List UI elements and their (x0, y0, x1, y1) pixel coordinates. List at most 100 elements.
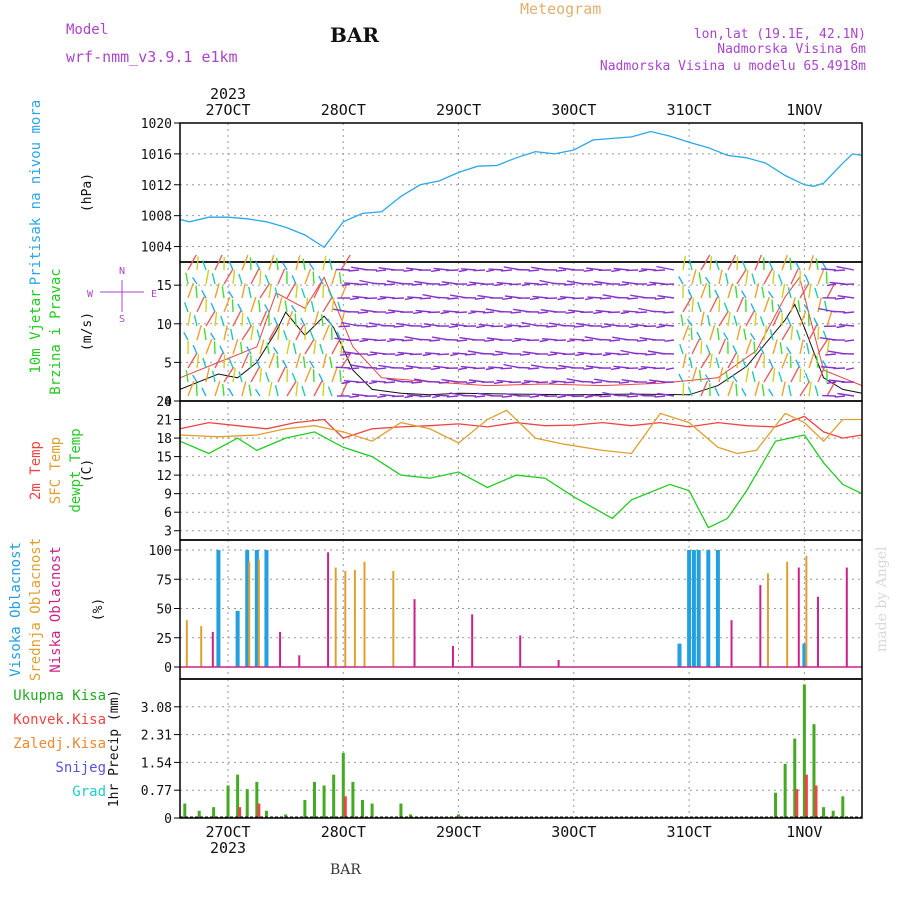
wind-arrow (629, 326, 638, 327)
wind-arrow (791, 269, 798, 284)
bar-precip-total (246, 789, 249, 818)
bottom-date-label: 29OCT (436, 823, 481, 841)
wind-arrow (764, 297, 769, 312)
bar-precip-total (361, 800, 364, 818)
bar-cloud-high (716, 550, 720, 667)
y-tick-label: 10 (156, 318, 172, 333)
wind-arrow (269, 284, 271, 298)
wind-arrow (564, 284, 575, 285)
wind-arrow (185, 302, 188, 312)
wind-arrow (196, 286, 197, 298)
wind-arrow (435, 297, 449, 298)
wind-arrow (405, 396, 413, 398)
meteogram-title: Meteogram (520, 0, 601, 18)
model-elevation-label: Nadmorska Visina u modelu 65.4918m (600, 59, 866, 74)
wind-arrow (773, 339, 777, 354)
wind-arrow (329, 387, 333, 396)
wind-arrow (683, 256, 685, 270)
wind-arrow (719, 339, 725, 354)
wind-arrow (257, 330, 260, 340)
series-side-label: Visoka Oblacnost (8, 542, 24, 677)
bar-cloud-mid (364, 562, 366, 667)
bar-precip-convective (805, 775, 808, 818)
bar-precip-total (784, 764, 787, 818)
bar-cloud-low (414, 599, 416, 667)
bar-cloud-high (706, 550, 710, 667)
wind-arrow (837, 326, 846, 328)
wind-arrow (608, 312, 620, 313)
series-side-label: Srednja Oblacnost (28, 538, 44, 681)
wind-arrow (494, 382, 503, 383)
wind-arrow (256, 389, 261, 396)
wind-arrow (827, 271, 828, 284)
wind-arrow (323, 354, 326, 369)
wind-arrow (737, 297, 743, 312)
wind-arrow (816, 258, 818, 270)
wind-arrow (796, 360, 800, 368)
wind-arrow (843, 312, 854, 313)
wind-arrow (407, 297, 422, 298)
wind-arrow (710, 256, 712, 270)
station-title: BAR (330, 23, 379, 47)
wind-arrow (340, 370, 341, 382)
precip-legend-entry: Ukupna Kisa (13, 688, 106, 704)
wind-arrow (772, 300, 773, 312)
bottom-date-label: 1NOV (786, 823, 822, 841)
bar-cloud-low (519, 635, 521, 667)
panel-frame-temperature (180, 401, 862, 540)
wind-arrow (435, 395, 450, 396)
wind-arrow (305, 269, 311, 284)
wind-arrow (439, 284, 449, 285)
wind-arrow (384, 382, 395, 383)
wind-arrow (233, 368, 235, 382)
y-tick-label: 24 (156, 395, 172, 410)
wind-arrow (809, 284, 811, 298)
y-tick-label: 3 (164, 525, 172, 540)
wind-arrow (392, 298, 404, 299)
wind-arrow (583, 368, 593, 369)
wind-arrow (340, 354, 350, 355)
wind-arrow (540, 340, 549, 342)
wind-arrow (277, 356, 278, 368)
wind-arrow (295, 314, 296, 326)
wind-arrow (762, 287, 764, 298)
wind-arrow (798, 300, 800, 312)
wind-arrow (330, 259, 333, 270)
wind-arrow (475, 298, 485, 299)
wind-arrow (689, 260, 692, 271)
wind-arrow (512, 340, 521, 341)
wind-arrow (654, 270, 665, 271)
bar-cloud-high (677, 644, 681, 667)
wind-arrow (773, 270, 774, 284)
wind-arrow (423, 354, 431, 356)
wind-arrow (296, 284, 297, 298)
compass-west: W (87, 289, 94, 300)
wind-arrow (782, 382, 785, 397)
y-tick-label: 3.08 (141, 701, 172, 716)
wind-arrow (224, 355, 225, 368)
wind-arrow (461, 269, 476, 270)
wind-arrow (637, 340, 647, 341)
wind-arrow (715, 388, 719, 397)
wind-arrow (680, 344, 683, 354)
wind-arrow (398, 352, 413, 354)
precip-legend-entry: Grad (72, 784, 106, 800)
wind-arrow (229, 389, 233, 397)
wind-arrow (194, 315, 197, 326)
wind-arrow (368, 354, 378, 355)
wind-arrow (260, 368, 261, 382)
wind-arrow (269, 325, 278, 340)
wind-arrow (389, 339, 404, 340)
wind-arrow (692, 339, 700, 354)
wind-arrow (679, 276, 683, 284)
wind-arrow (465, 354, 476, 355)
wind-arrow (846, 368, 854, 370)
wind-arrow (188, 283, 193, 298)
y-tick-label: 18 (156, 432, 172, 447)
bar-cloud-high (692, 550, 696, 667)
wind-arrow (701, 381, 707, 396)
wind-arrow (242, 325, 252, 340)
wind-arrow (420, 396, 432, 397)
bar-precip-convective (814, 786, 817, 818)
